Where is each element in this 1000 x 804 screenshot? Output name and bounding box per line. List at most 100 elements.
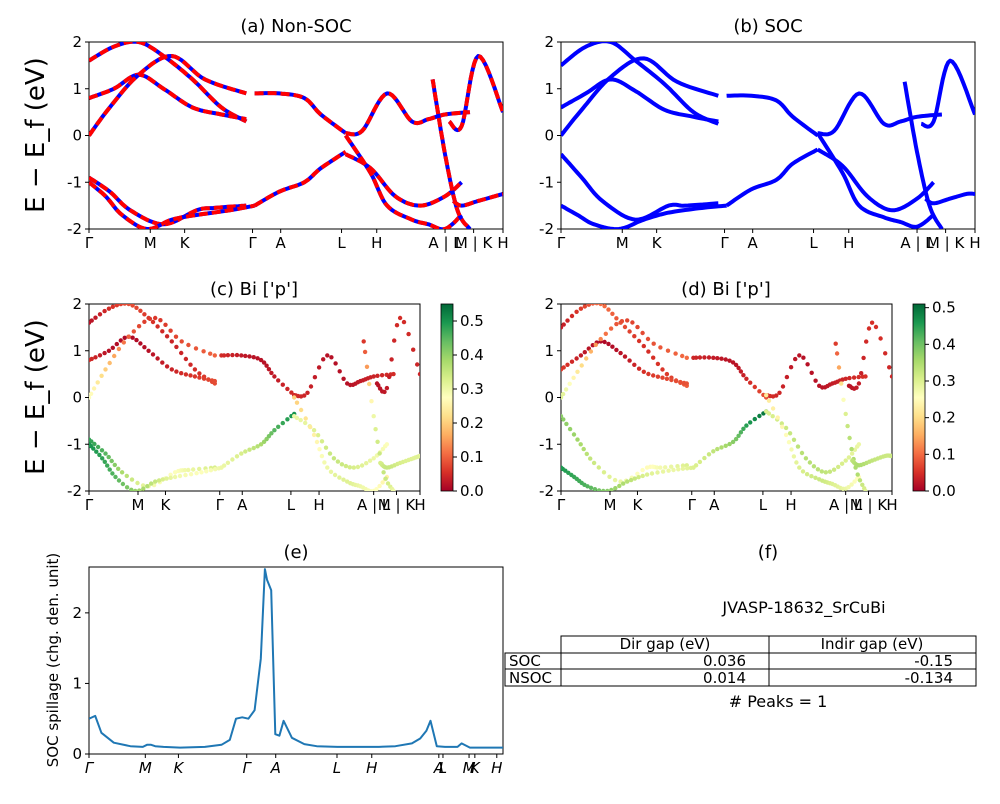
band-point (711, 449, 716, 454)
band-point (285, 417, 290, 422)
spillage-line (89, 568, 503, 749)
band-point (359, 463, 365, 468)
table-subtitle: JVASP-18632_SrCuBi (721, 598, 885, 618)
x-tick-label: L (333, 759, 341, 777)
band-line-red-dashed (344, 152, 463, 208)
band-point (658, 345, 663, 350)
band-point (676, 467, 681, 472)
band-point (328, 469, 334, 474)
band-point (102, 308, 107, 314)
band-point (188, 373, 193, 378)
band-point (866, 326, 872, 331)
band-point (343, 463, 349, 469)
band-point (590, 304, 595, 306)
band-point (355, 464, 361, 470)
band-point (272, 428, 277, 433)
band-point (379, 373, 385, 378)
x-tick-label: H (886, 496, 897, 514)
band-point (719, 356, 724, 361)
band-point (116, 466, 121, 471)
band-point (179, 371, 184, 376)
band-point (243, 449, 248, 454)
band-point (571, 432, 577, 437)
band-point (645, 336, 651, 342)
band-point (308, 424, 313, 430)
band-point (636, 475, 641, 480)
band-point (106, 348, 112, 353)
band-point (651, 355, 656, 360)
band-point (317, 447, 322, 452)
band-point (775, 415, 780, 420)
band-point (834, 351, 840, 356)
band-point (119, 470, 125, 475)
band-line-blue (89, 72, 247, 122)
band-point (319, 453, 325, 459)
band-point (601, 470, 607, 475)
band-point (733, 362, 739, 368)
band-point (857, 478, 863, 483)
y-tick-label: 0 (544, 389, 554, 407)
band-point (591, 460, 597, 466)
band-line-soc (923, 191, 975, 206)
band-point (651, 373, 656, 378)
band-point (337, 475, 342, 480)
band-line-soc (902, 81, 944, 229)
band-line-red-dashed (345, 91, 471, 137)
band-point (347, 465, 352, 470)
band-point (819, 469, 824, 474)
band-point (367, 458, 373, 463)
band-point (325, 353, 330, 358)
band-point (199, 470, 204, 475)
band-point (225, 460, 231, 465)
band-point (671, 467, 676, 473)
x-tick-label: M | K (455, 234, 494, 252)
band-line-red-dashed (89, 42, 248, 124)
band-point (156, 478, 162, 483)
x-tick-label: Γ (85, 234, 94, 252)
band-point (779, 421, 784, 426)
band-point (136, 324, 142, 329)
band-point (561, 417, 566, 422)
band-point (635, 324, 640, 330)
band-point (622, 354, 628, 359)
band-point (635, 471, 640, 476)
band-point (243, 353, 248, 359)
band-line-blue (89, 175, 247, 227)
band-point (308, 384, 314, 389)
band-point (680, 466, 686, 471)
band-point (856, 374, 861, 380)
band-point (774, 393, 779, 398)
band-point (221, 353, 227, 358)
band-point (603, 331, 608, 336)
panel-a-title: (a) Non-SOC (240, 16, 351, 37)
band-line-soc (561, 77, 719, 124)
x-tick-label: A (270, 759, 281, 777)
band-point (193, 346, 199, 351)
band-point (415, 362, 420, 367)
band-point (863, 374, 868, 379)
band-point (801, 355, 806, 360)
x-tick-label: M (463, 759, 476, 777)
band-point (864, 339, 869, 344)
band-point (150, 352, 156, 357)
band-point (561, 391, 566, 397)
band-point (723, 357, 728, 362)
band-point (873, 324, 879, 330)
panel-f-table: JVASP-18632_SrCuBi Dir gap (eV) Indir ga… (504, 598, 977, 711)
band-line-red-dashed (89, 72, 247, 122)
band-point (339, 462, 345, 467)
band-point (341, 477, 346, 482)
band-point (276, 424, 281, 429)
band-point (706, 355, 712, 360)
band-point (803, 456, 809, 461)
band-point (744, 423, 749, 428)
band-point (155, 324, 160, 329)
band-point (341, 376, 346, 381)
band-point (655, 374, 661, 379)
band-point (601, 488, 606, 491)
band-point (110, 304, 116, 309)
band-point (141, 486, 146, 491)
band-point (856, 442, 862, 447)
band-point (335, 459, 341, 464)
x-tick-label: M (132, 496, 145, 514)
